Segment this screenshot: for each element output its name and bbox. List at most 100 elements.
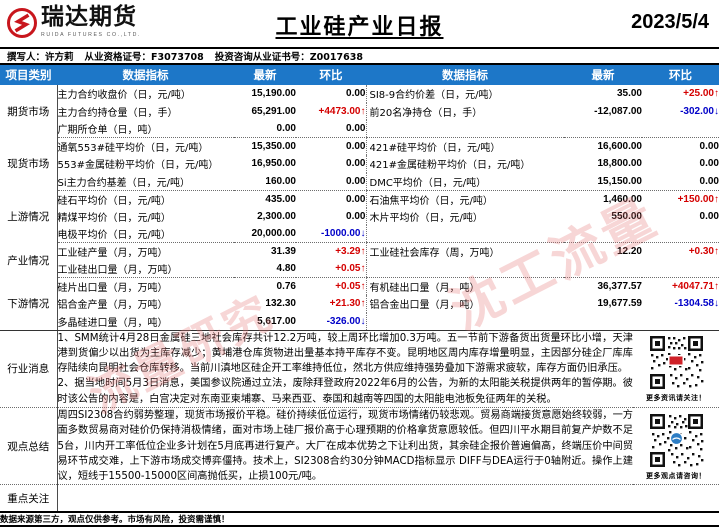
change-left: +4473.00↑ <box>296 103 366 121</box>
value-right: 12.20 <box>564 243 642 261</box>
change-right <box>642 120 719 138</box>
value-right <box>564 120 642 138</box>
table-row: 产业情况工业硅产量（月，万吨）31.39+3.29↑工业硅社会库存（周，万吨）1… <box>0 243 719 261</box>
footnote-row: 数据来源第三方，观点仅供参考。市场有风险，投资需谨慎！ <box>0 512 719 526</box>
value-left: 435.00 <box>234 190 296 208</box>
indicator-name-left: 硅石平均价（日，元/吨） <box>57 190 234 208</box>
summary-qr-cell: 更多观点请咨询！ <box>633 407 719 484</box>
change-right: 0.00 <box>642 138 719 156</box>
value-left: 15,190.00 <box>234 85 296 103</box>
table-row: 工业硅出口量（月，万吨）4.80+0.05↑ <box>0 260 719 278</box>
column-header-6: 环比 <box>642 65 719 85</box>
focus-section: 重点关注 <box>0 485 719 513</box>
data-table: 项目类别数据指标最新环比数据指标最新环比期货市场主力合约收盘价（日，元/吨）15… <box>0 65 719 331</box>
change-left: 0.00 <box>296 85 366 103</box>
report-header: 瑞达期货 RUIDA FUTURES CO.,LTD. 工业硅产业日报 2023… <box>0 0 719 47</box>
value-right <box>564 313 642 331</box>
value-left: 0.76 <box>234 278 296 296</box>
change-right: +25.00↑ <box>642 85 719 103</box>
indicator-name-right <box>366 225 564 243</box>
table-row: 多晶硅进口量（月，吨）5,617.00-326.00↓ <box>0 313 719 331</box>
news-paragraph-2: 2、据当地时间5月3日消息，美国参议院通过立法，废除拜登政府2022年6月的公告… <box>58 376 634 407</box>
change-right: -302.00↓ <box>642 103 719 121</box>
indicator-name-right: 石油焦平均价（日，元/吨） <box>366 190 564 208</box>
indicator-name-right: DMC平均价（日，元/吨） <box>366 173 564 191</box>
change-left: 0.00 <box>296 208 366 226</box>
page-title: 工业硅产业日报 <box>0 9 719 41</box>
value-left: 65,291.00 <box>234 103 296 121</box>
qualification-number: 从业资格证号：F3073708 <box>85 49 204 63</box>
value-left: 132.30 <box>234 295 296 313</box>
change-left: +21.30↑ <box>296 295 366 313</box>
indicator-name-right <box>366 313 564 331</box>
report-date: 2023/5/4 <box>631 11 709 34</box>
indicator-name-left: 工业硅产量（月，万吨） <box>57 243 234 261</box>
indicator-name-right: 铝合金出口量（月，吨） <box>366 295 564 313</box>
change-left: +3.29↑ <box>296 243 366 261</box>
change-right <box>642 260 719 278</box>
summary-label: 观点总结 <box>0 407 57 484</box>
summary-section: 观点总结 周四SI2308合约弱势整理，现货市场报价平稳。硅价持续低位运行，现货… <box>0 407 719 484</box>
change-left: +0.05↑ <box>296 278 366 296</box>
value-right: 19,677.59 <box>564 295 642 313</box>
focus-body <box>57 485 719 513</box>
indicator-name-left: 553#金属硅粉平均价（日，元/吨） <box>57 155 234 173</box>
indicator-name-right: 421#金属硅粉平均价（日，元/吨） <box>366 155 564 173</box>
table-row: 铝合金产量（月，万吨）132.30+21.30↑铝合金出口量（月，吨）19,67… <box>0 295 719 313</box>
news-qr-cell: 更多资讯请关注！ <box>633 331 719 408</box>
column-header-3: 环比 <box>296 65 366 85</box>
indicator-name-left: 主力合约持仓量（日，手） <box>57 103 234 121</box>
table-row: 电极平均价（日，元/吨）20,000.00-1000.00↓ <box>0 225 719 243</box>
value-left: 2,300.00 <box>234 208 296 226</box>
change-left: -1000.00↓ <box>296 225 366 243</box>
category-cell: 上游情况 <box>0 190 57 243</box>
value-right <box>564 225 642 243</box>
change-left: 0.00 <box>296 120 366 138</box>
value-right <box>564 260 642 278</box>
value-left: 31.39 <box>234 243 296 261</box>
indicator-name-right: 木片平均价（日，元/吨） <box>366 208 564 226</box>
value-right: 15,150.00 <box>564 173 642 191</box>
value-left: 0.00 <box>234 120 296 138</box>
indicator-name-right: SI8-9合约价差（日，元/吨） <box>366 85 564 103</box>
value-right: -12,087.00 <box>564 103 642 121</box>
change-right: +4047.71↑ <box>642 278 719 296</box>
change-left: -326.00↓ <box>296 313 366 331</box>
column-header-0: 项目类别 <box>0 65 57 85</box>
category-cell: 下游情况 <box>0 278 57 331</box>
indicator-name-right: 前20名净持仓（日，手） <box>366 103 564 121</box>
author-name: 撰写人：许方莉 <box>7 49 74 63</box>
indicator-name-right <box>366 120 564 138</box>
column-header-1: 数据指标 <box>57 65 234 85</box>
value-left: 5,617.00 <box>234 313 296 331</box>
author-bar: 撰写人：许方莉 从业资格证号：F3073708 投资咨询从业证书号：Z00176… <box>0 47 719 65</box>
change-left: 0.00 <box>296 173 366 191</box>
indicator-name-right: 有机硅出口量（月，吨） <box>366 278 564 296</box>
wechat-qr-icon[interactable] <box>648 334 705 391</box>
value-right: 1,460.00 <box>564 190 642 208</box>
value-right: 16,600.00 <box>564 138 642 156</box>
value-left: 15,350.00 <box>234 138 296 156</box>
change-right <box>642 225 719 243</box>
indicator-name-left: Si主力合约基差（日，元/吨） <box>57 173 234 191</box>
value-right: 36,377.57 <box>564 278 642 296</box>
text-sections-table: 行业消息 1、SMM统计4月28日金属硅三地社会库存共计12.2万吨，较上周环比… <box>0 331 719 527</box>
summary-paragraph: 周四SI2308合约弱势整理，现货市场报价平稳。硅价持续低位运行，现货市场情绪仍… <box>58 408 634 484</box>
change-right: 0.00 <box>642 173 719 191</box>
column-header-2: 最新 <box>234 65 296 85</box>
change-left: 0.00 <box>296 190 366 208</box>
indicator-name-left: 通氧553#硅平均价（日，元/吨） <box>57 138 234 156</box>
consult-qr-icon[interactable] <box>648 412 705 469</box>
indicator-name-left: 电极平均价（日，元/吨） <box>57 225 234 243</box>
category-cell: 产业情况 <box>0 243 57 278</box>
news-body: 1、SMM统计4月28日金属硅三地社会库存共计12.2万吨，较上周环比增加0.3… <box>57 331 633 408</box>
value-left: 4.80 <box>234 260 296 278</box>
value-left: 160.00 <box>234 173 296 191</box>
change-left: +0.05↑ <box>296 260 366 278</box>
value-right: 35.00 <box>564 85 642 103</box>
